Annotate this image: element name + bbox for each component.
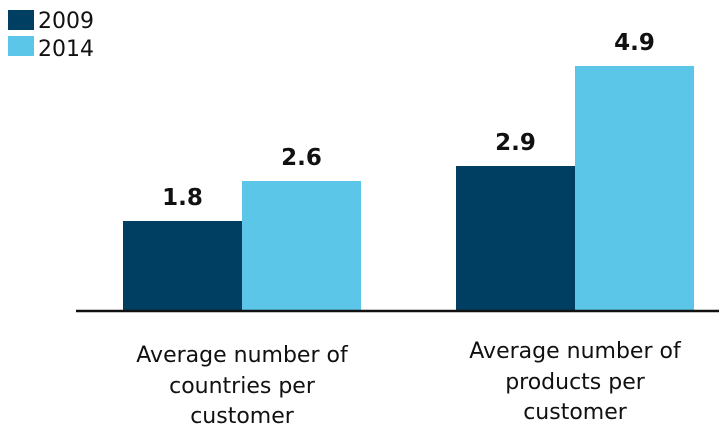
category-label-cat2-line3: customer — [523, 400, 628, 425]
category-label-cat1-line2: countries per — [169, 374, 316, 399]
bars-group — [123, 66, 694, 311]
bar-2014-cat1 — [242, 181, 361, 311]
legend-swatch-2014 — [8, 36, 34, 56]
legend-swatch-2009 — [8, 10, 34, 30]
bar-2009-cat1 — [123, 221, 242, 311]
value-labels-group: 1.8 2.6 2.9 4.9 — [162, 30, 655, 211]
bar-2009-cat2 — [456, 166, 575, 311]
value-label-2014-cat1: 2.6 — [281, 145, 322, 171]
category-labels-group: Average number of countries per customer Av… — [136, 339, 682, 425]
value-label-2009-cat2: 2.9 — [495, 130, 536, 156]
value-label-2009-cat1: 1.8 — [162, 185, 203, 211]
category-label-cat2-line2: products per — [505, 370, 646, 395]
legend: 2009 2014 — [8, 9, 94, 62]
legend-label-2009: 2009 — [38, 9, 94, 34]
category-label-cat2-line1: Average number of — [469, 339, 682, 364]
value-label-2014-cat2: 4.9 — [614, 30, 655, 56]
bar-2014-cat2 — [575, 66, 694, 311]
legend-label-2014: 2014 — [38, 37, 94, 62]
category-label-cat1-line3: customer — [190, 404, 295, 425]
category-label-cat1-line1: Average number of — [136, 343, 349, 368]
